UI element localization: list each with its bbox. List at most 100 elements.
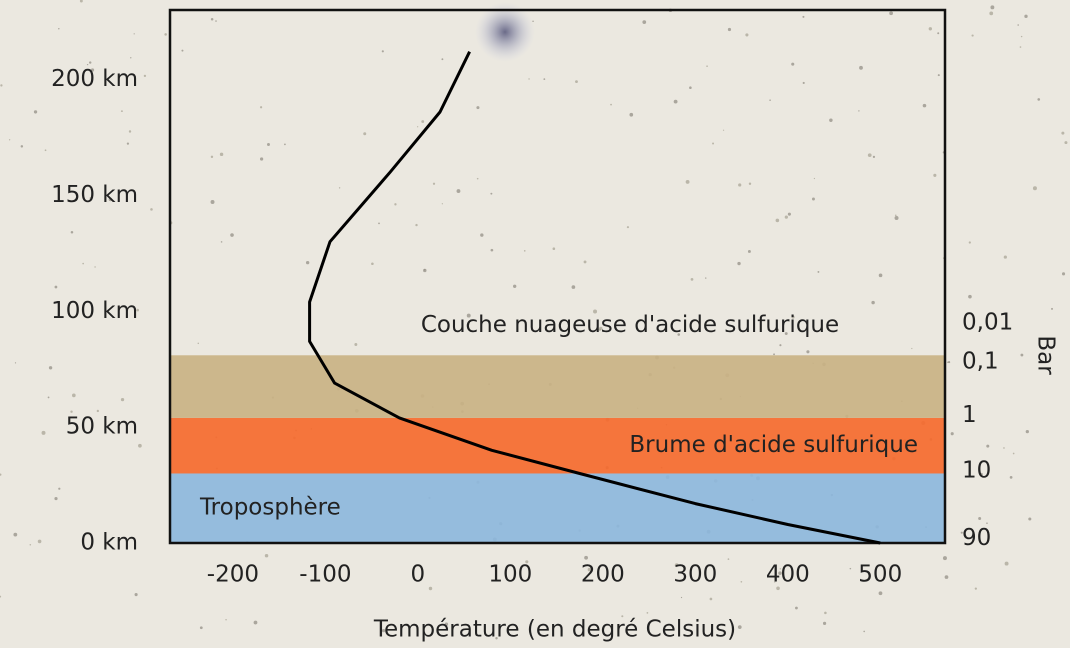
star: [363, 132, 367, 136]
star: [456, 189, 461, 193]
star: [79, 0, 83, 3]
star: [259, 106, 263, 109]
star: [1064, 141, 1068, 145]
star: [867, 153, 872, 158]
y2-axis-title: Bar: [1033, 335, 1059, 375]
star: [593, 309, 598, 314]
star: [0, 595, 2, 598]
star: [432, 182, 436, 185]
star: [979, 472, 983, 476]
star: [54, 497, 58, 501]
star: [928, 27, 932, 31]
star: [709, 597, 713, 601]
star: [1024, 14, 1028, 19]
x-tick-label: 100: [488, 562, 532, 588]
star: [130, 57, 132, 59]
region-band: [170, 417, 945, 474]
star: [571, 285, 576, 289]
star: [70, 410, 73, 413]
star: [974, 587, 977, 590]
star: [197, 342, 200, 345]
region-band: [170, 355, 945, 418]
star: [86, 63, 89, 66]
star: [444, 622, 449, 626]
star: [748, 182, 752, 185]
star: [54, 285, 58, 289]
star: [677, 333, 681, 336]
star: [1051, 307, 1054, 310]
star: [29, 543, 32, 546]
star: [1003, 447, 1005, 449]
star: [795, 606, 798, 610]
star: [737, 261, 741, 266]
star: [747, 249, 751, 253]
star: [587, 567, 592, 572]
star: [1009, 476, 1013, 479]
y-tick-label: 50 km: [66, 414, 138, 440]
star: [806, 350, 810, 354]
star: [85, 69, 87, 71]
star: [14, 362, 17, 364]
star: [779, 568, 782, 570]
star: [859, 65, 863, 70]
x-tick-label: -200: [207, 562, 259, 588]
star: [72, 393, 76, 398]
star: [727, 27, 732, 32]
star: [47, 396, 50, 399]
star: [133, 33, 135, 35]
star: [722, 129, 725, 131]
star: [138, 443, 142, 448]
star: [863, 630, 865, 633]
star: [629, 112, 634, 117]
star: [267, 143, 270, 146]
star: [543, 78, 546, 81]
star: [584, 555, 588, 560]
star: [911, 347, 913, 350]
star: [680, 596, 683, 599]
star: [8, 139, 11, 141]
star: [210, 155, 214, 159]
star: [1025, 430, 1029, 434]
star: [599, 326, 603, 331]
star: [466, 313, 471, 318]
star: [858, 110, 860, 112]
star: [1003, 255, 1007, 259]
star: [824, 611, 827, 615]
star: [181, 49, 184, 52]
y2-tick-label: 0,01: [962, 309, 1013, 335]
star: [769, 99, 771, 101]
star: [96, 409, 99, 413]
star: [878, 273, 883, 278]
star: [968, 241, 971, 244]
star: [284, 143, 286, 146]
star: [441, 58, 444, 61]
x-tick-label: -100: [299, 562, 351, 588]
star: [378, 222, 380, 225]
star: [253, 620, 258, 625]
star: [70, 231, 74, 234]
star: [871, 300, 875, 305]
star: [737, 625, 742, 629]
y-tick-label: 0 km: [80, 530, 138, 556]
y2-tick-label: 1: [962, 402, 977, 428]
star: [525, 560, 529, 564]
y2-tick-label: 90: [962, 525, 991, 551]
star: [89, 196, 93, 200]
star: [1020, 353, 1024, 357]
star: [776, 328, 780, 332]
star: [583, 260, 587, 264]
star: [220, 241, 223, 243]
star: [164, 33, 167, 36]
x-tick-label: 300: [673, 562, 717, 588]
star: [0, 84, 3, 87]
star: [674, 563, 679, 568]
star: [784, 215, 788, 219]
star: [946, 361, 949, 364]
star: [219, 152, 224, 157]
star: [922, 103, 927, 108]
star: [89, 61, 92, 64]
star: [495, 637, 498, 640]
star: [136, 308, 139, 312]
